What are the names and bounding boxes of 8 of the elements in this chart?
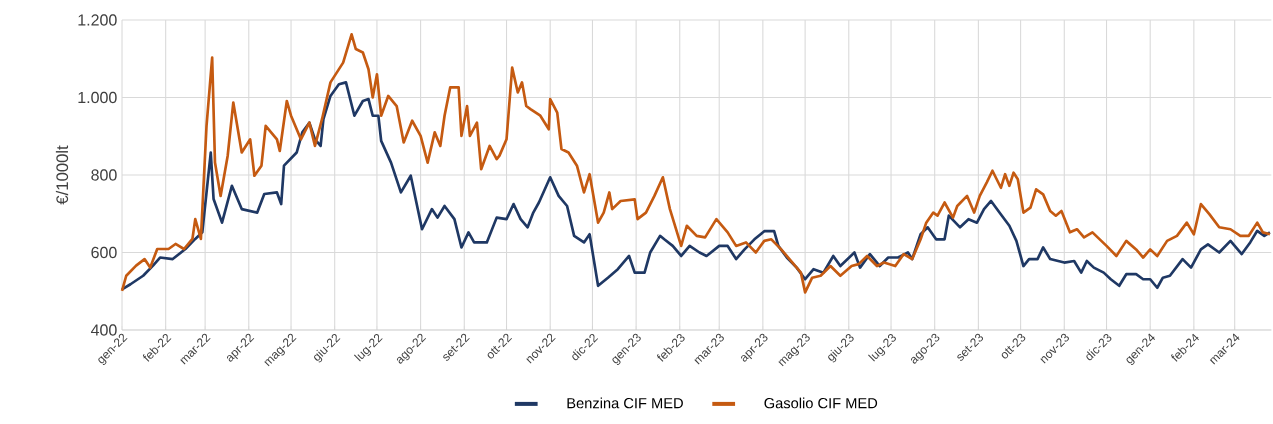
- y-tick-label: 800: [91, 169, 117, 181]
- legend-label: Benzina CIF MED: [567, 397, 683, 409]
- y-tick-label: 1.200: [78, 14, 117, 26]
- y-tick-label: 600: [91, 246, 117, 259]
- line-series: [120, 33, 1272, 294]
- y-axis-title: €/1000lt: [55, 145, 69, 205]
- y-tick-label: 1.000: [78, 91, 117, 104]
- legend-label: Gasolio CIF MED: [764, 397, 878, 409]
